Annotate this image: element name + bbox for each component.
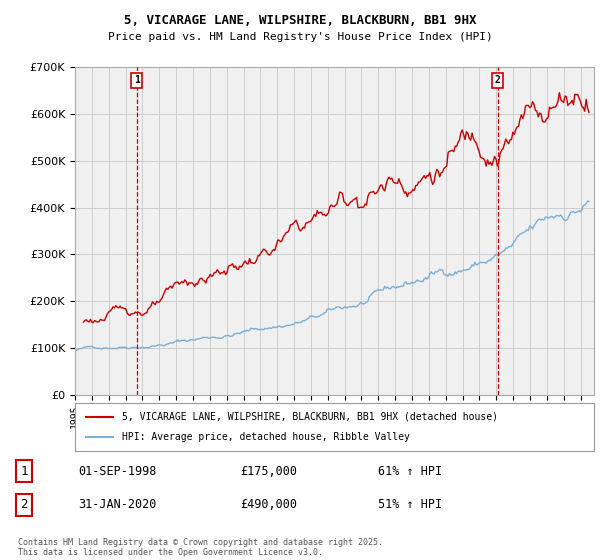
Text: £490,000: £490,000 [240,498,297,511]
Text: 5, VICARAGE LANE, WILPSHIRE, BLACKBURN, BB1 9HX: 5, VICARAGE LANE, WILPSHIRE, BLACKBURN, … [124,14,476,27]
Text: 51% ↑ HPI: 51% ↑ HPI [378,498,442,511]
Text: 61% ↑ HPI: 61% ↑ HPI [378,465,442,478]
Text: 01-SEP-1998: 01-SEP-1998 [78,465,157,478]
Text: 1: 1 [20,465,28,478]
Text: 31-JAN-2020: 31-JAN-2020 [78,498,157,511]
Text: HPI: Average price, detached house, Ribble Valley: HPI: Average price, detached house, Ribb… [122,432,410,442]
Text: 5, VICARAGE LANE, WILPSHIRE, BLACKBURN, BB1 9HX (detached house): 5, VICARAGE LANE, WILPSHIRE, BLACKBURN, … [122,412,498,422]
Text: £175,000: £175,000 [240,465,297,478]
Text: 1: 1 [134,76,140,85]
Text: 2: 2 [20,498,28,511]
Text: 2: 2 [494,76,500,85]
Text: Contains HM Land Registry data © Crown copyright and database right 2025.
This d: Contains HM Land Registry data © Crown c… [18,538,383,557]
Text: Price paid vs. HM Land Registry's House Price Index (HPI): Price paid vs. HM Land Registry's House … [107,32,493,42]
